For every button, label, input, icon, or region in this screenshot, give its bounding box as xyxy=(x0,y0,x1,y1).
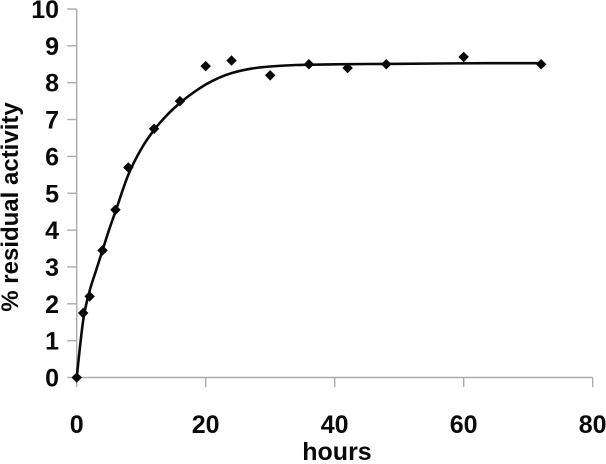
data-point-diamond xyxy=(264,70,276,81)
y-tick-label: 9 xyxy=(45,33,59,61)
x-tick-label: 60 xyxy=(450,411,478,439)
y-tick-label: 5 xyxy=(45,180,59,208)
y-axis-title: % residual activity xyxy=(0,102,24,312)
fitted-curve xyxy=(75,61,543,379)
y-tick-label: 6 xyxy=(45,143,59,171)
labels-layer: 0 1 2 3 4 5 6 7 8 9 10 0 20 40 60 80 xyxy=(31,0,606,439)
data-point-diamond xyxy=(200,60,211,72)
y-tick-label: 3 xyxy=(45,254,59,282)
y-tick-label: 2 xyxy=(45,291,59,319)
x-tick-label: 20 xyxy=(192,411,220,439)
series-layer xyxy=(71,51,547,383)
data-point-diamond xyxy=(458,51,469,63)
data-point-diamond xyxy=(226,55,237,66)
y-tick-label: 10 xyxy=(31,0,59,24)
x-axis-title: hours xyxy=(302,438,371,464)
y-tick-label: 8 xyxy=(45,70,59,98)
y-tick-label: 7 xyxy=(45,107,59,135)
y-tick-label: 1 xyxy=(45,328,59,356)
x-tick-label: 40 xyxy=(321,411,349,439)
x-tick-label: 0 xyxy=(70,411,84,439)
y-tick-label: 0 xyxy=(45,365,59,393)
x-tick-label: 80 xyxy=(579,411,606,439)
axes-layer xyxy=(67,8,594,387)
y-tick-label: 4 xyxy=(45,217,59,245)
